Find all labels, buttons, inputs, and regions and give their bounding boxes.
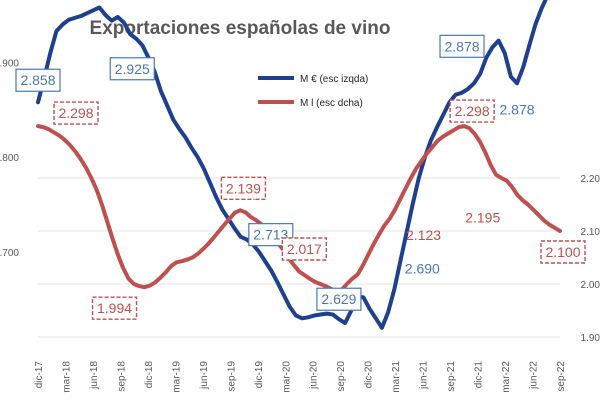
data-label-box xyxy=(91,296,138,320)
gridlines xyxy=(38,177,560,338)
x-axis-tick-label: sep-19 xyxy=(226,361,237,392)
data-label: 2.925 xyxy=(115,61,150,77)
data-label: 2.690 xyxy=(405,260,440,276)
x-axis: dic-17 mar-18 jun-18 sep-18 dic-18 mar-19 jun-… xyxy=(34,361,567,393)
left-axis-tick-label: 2.900 xyxy=(0,58,19,69)
data-label: 2.629 xyxy=(321,291,356,307)
legend-label: M € (esc izqda) xyxy=(300,74,368,85)
x-axis-tick-label: sep-22 xyxy=(556,361,567,392)
data-label: 2.298 xyxy=(58,105,93,121)
series-lines xyxy=(36,0,562,330)
data-label-box xyxy=(316,287,362,311)
right-axis-tick-label: 2.20 xyxy=(581,174,600,185)
legend: M € (esc izqda) M l (esc dcha) xyxy=(258,74,368,109)
x-axis-tick-label: dic-20 xyxy=(364,361,375,389)
data-label-box xyxy=(109,57,155,81)
x-axis-tick-label: jun-22 xyxy=(529,361,540,390)
data-label: 2.878 xyxy=(499,101,534,117)
data-label: 2.139 xyxy=(226,180,261,196)
data-label: 2.878 xyxy=(445,38,480,54)
x-axis-tick-label: mar-19 xyxy=(171,361,182,393)
x-axis-tick-label: dic-21 xyxy=(474,361,485,389)
data-label-box xyxy=(53,101,99,125)
x-axis-tick-label: sep-20 xyxy=(336,361,347,392)
data-label-box xyxy=(281,237,328,261)
x-axis-tick-label: jun-18 xyxy=(89,361,100,390)
x-axis-tick-label: mar-22 xyxy=(501,361,512,393)
right-axis-tick-label: 2.10 xyxy=(581,227,600,238)
data-label: 2.298 xyxy=(455,103,490,119)
data-label: 2.017 xyxy=(287,241,322,257)
data-label: 2.195 xyxy=(465,210,500,226)
x-axis-tick-label: mar-20 xyxy=(281,361,292,393)
right-axis-tick-label: 1.90 xyxy=(581,333,600,344)
x-axis-tick-label: mar-18 xyxy=(61,361,72,393)
x-axis-tick-label: jun-21 xyxy=(419,361,430,390)
x-axis-tick-label: jun-19 xyxy=(199,361,210,390)
x-axis-tick-label: dic-19 xyxy=(254,361,265,389)
left-axis: 2.7002.8002.9003.000 xyxy=(0,58,19,259)
x-axis-tick-label: sep-21 xyxy=(446,361,457,392)
data-label-box xyxy=(439,34,485,58)
data-label: 1.994 xyxy=(97,300,132,316)
chart-title: Exportaciones españolas de vino xyxy=(90,18,391,39)
right-axis-tick-label: 2.00 xyxy=(581,280,600,291)
data-labels: 2.8582.9252.7132.6292.6902.8782.8782.983… xyxy=(15,34,586,320)
data-label: 2.858 xyxy=(20,72,55,88)
data-label-box xyxy=(449,99,495,123)
left-axis-tick-label: 2.700 xyxy=(0,248,19,259)
data-label: 2.123 xyxy=(406,227,441,243)
x-axis-tick-label: mar-21 xyxy=(391,361,402,393)
right-axis: 1.90 2.00 2.10 2.20 xyxy=(581,174,600,344)
series-line-litres xyxy=(36,124,562,294)
legend-label: M l (esc dcha) xyxy=(300,98,363,109)
x-axis-tick-label: sep-18 xyxy=(116,361,127,392)
series-line-euros xyxy=(36,0,548,330)
data-label-box xyxy=(220,176,267,201)
x-axis-tick-label: dic-17 xyxy=(34,361,45,389)
x-axis-tick-label: dic-18 xyxy=(144,361,155,389)
data-label: 2.713 xyxy=(253,227,288,243)
left-axis-tick-label: 2.800 xyxy=(0,153,19,164)
x-axis-tick-label: jun-20 xyxy=(309,361,320,390)
data-label-box xyxy=(540,240,586,264)
data-label-box xyxy=(15,68,61,92)
data-label: 2.100 xyxy=(545,244,580,260)
